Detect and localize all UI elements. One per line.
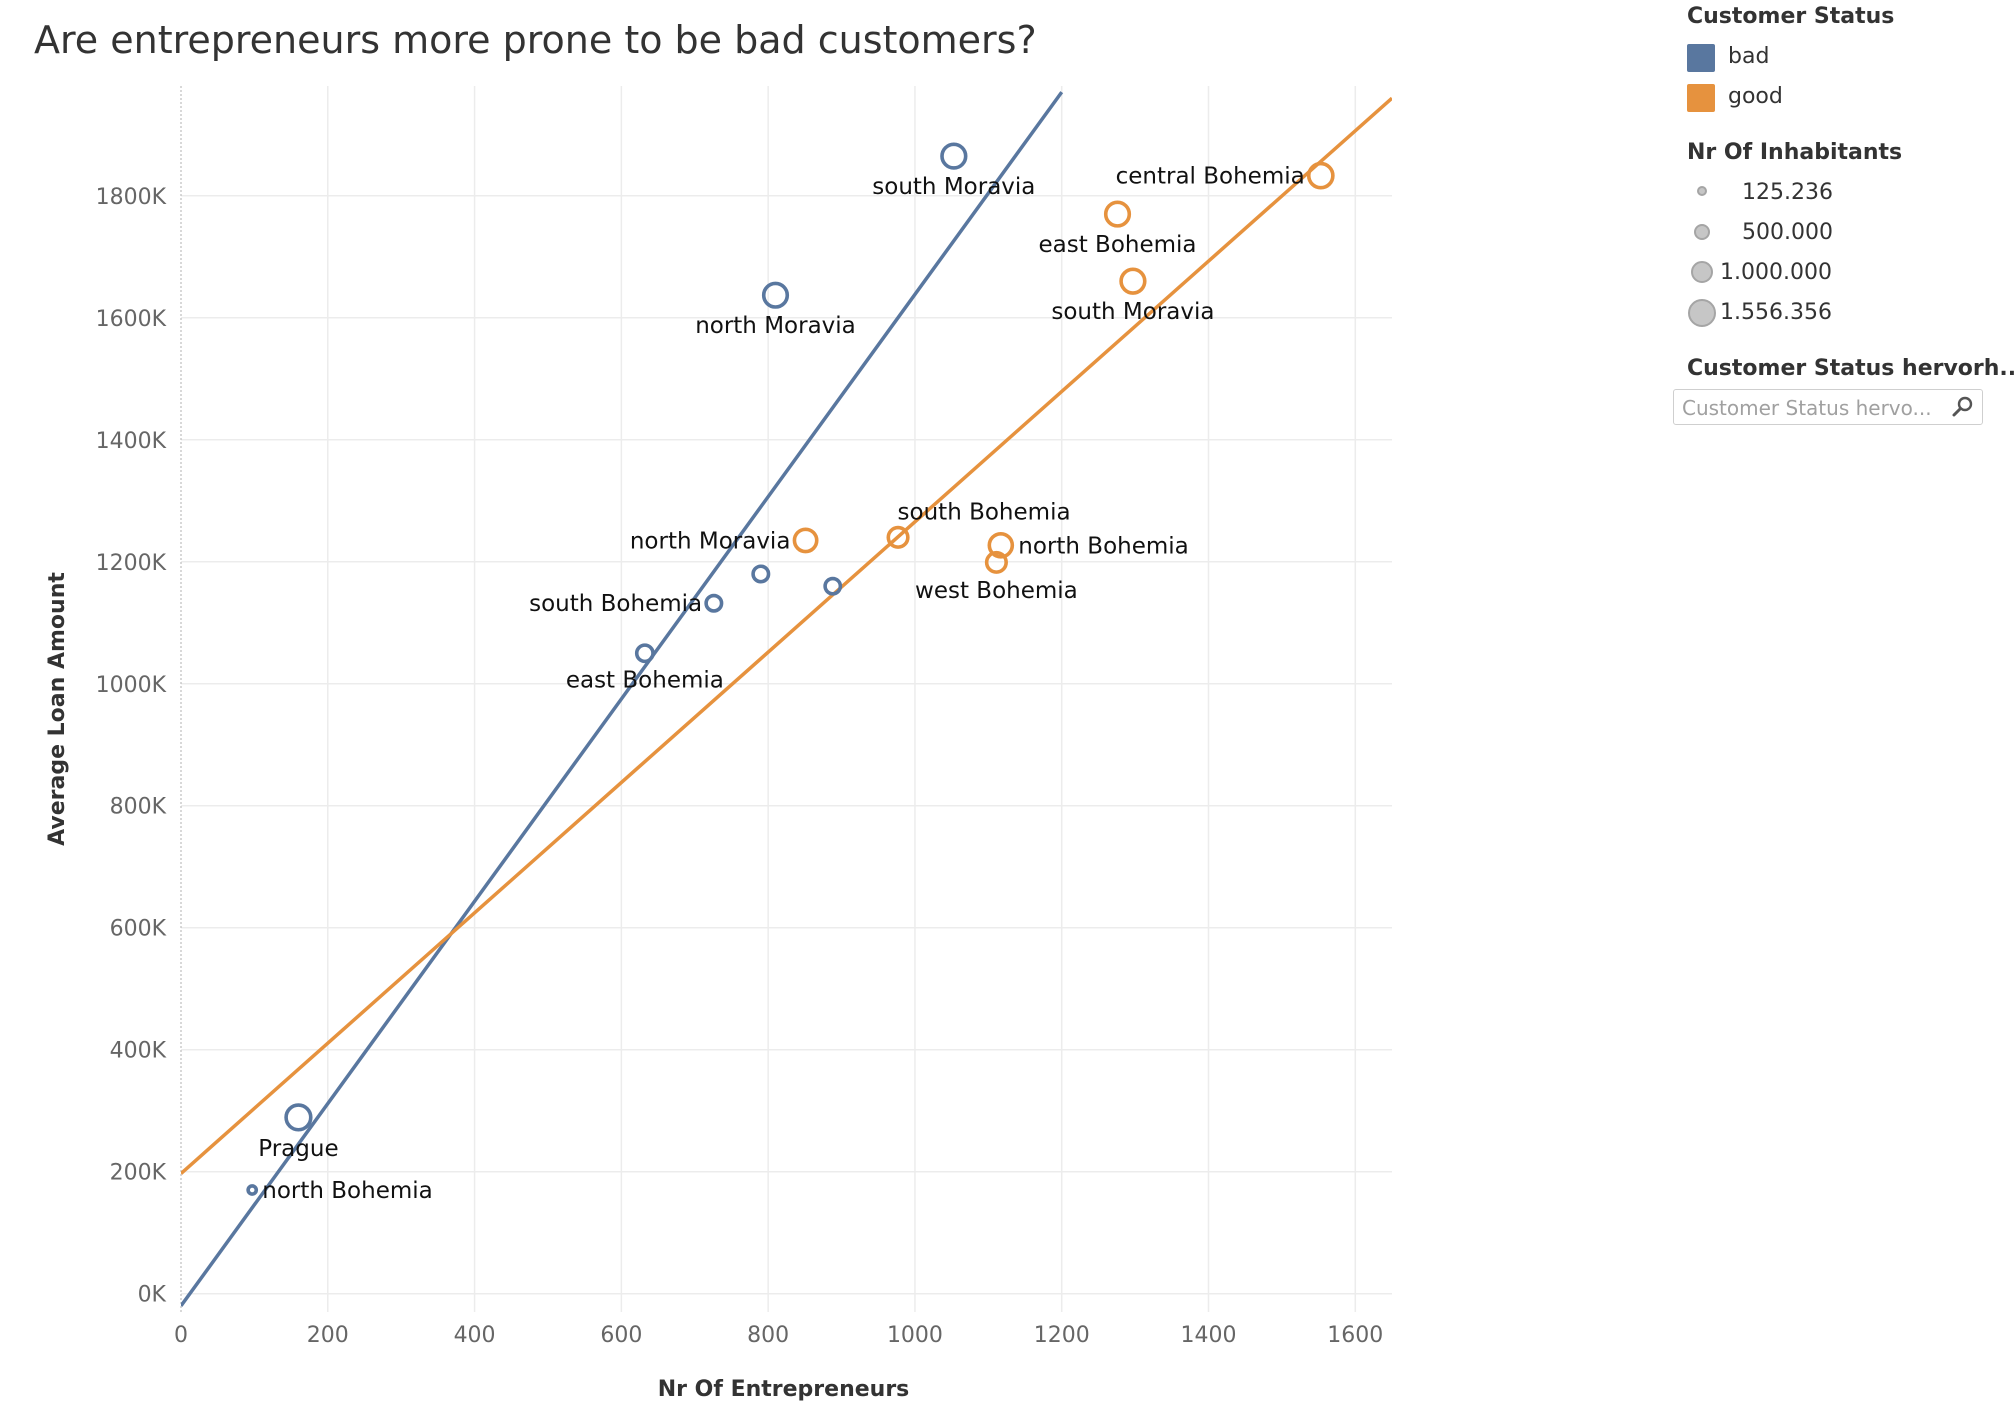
x-tick-label: 0 — [174, 1323, 188, 1348]
y-tick-label: 600K — [110, 917, 167, 942]
scatter-chart[interactable]: 0 200 400 600 800 1000 1200 1400 1600 0K 200K 400K 6… — [0, 0, 1660, 1416]
point-label: north Bohemia — [262, 1178, 432, 1204]
trend-line-bad[interactable] — [181, 91, 1064, 1307]
size-legend-label-3: 1.000.000 — [1720, 260, 1832, 285]
search-icon[interactable] — [1950, 394, 1976, 420]
data-point-bad[interactable] — [704, 593, 724, 613]
y-tick-label: 1600K — [96, 307, 167, 332]
y-tick-label: 800K — [110, 795, 167, 820]
size-legend-label-4: 1.556.356 — [1720, 300, 1832, 325]
legend-swatch-bad — [1687, 44, 1715, 72]
y-tick-label: 1000K — [96, 673, 167, 698]
x-tick-label: 400 — [454, 1323, 496, 1348]
legend-label-good: good — [1728, 84, 1783, 109]
data-point-bad[interactable] — [751, 564, 771, 584]
data-point-good[interactable] — [1119, 267, 1147, 295]
point-label: west Bohemia — [915, 578, 1078, 604]
size-legend-label-2: 500.000 — [1742, 220, 1833, 245]
data-point-good[interactable] — [987, 531, 1015, 559]
size-legend-dot-3 — [1691, 261, 1713, 283]
data-point-bad[interactable] — [634, 643, 655, 664]
x-tick-label: 1000 — [887, 1323, 943, 1348]
point-label: north Moravia — [630, 528, 791, 554]
legend-filter-title: Customer Status hervorh... — [1687, 356, 2014, 381]
chart-title: Are entrepreneurs more prone to be bad c… — [34, 18, 1037, 62]
x-tick-label: 1200 — [1034, 1323, 1090, 1348]
y-tick-label: 1200K — [96, 551, 167, 576]
data-point-bad[interactable] — [940, 142, 968, 170]
point-label: east Bohemia — [1038, 232, 1196, 258]
data-point-good[interactable] — [984, 550, 1008, 574]
size-legend-dot-1 — [1697, 186, 1707, 196]
legend-size-title: Nr Of Inhabitants — [1687, 140, 1903, 165]
y-tick-label: 1800K — [96, 185, 167, 210]
point-label: north Bohemia — [1018, 533, 1188, 559]
y-tick-label: 400K — [110, 1039, 167, 1064]
y-tick-label: 200K — [110, 1161, 167, 1186]
point-label: central Bohemia — [1116, 164, 1305, 190]
status-highlight-input[interactable]: Customer Status hervo... — [1682, 396, 1932, 420]
point-label: north Moravia — [695, 313, 856, 339]
legend-label-bad: bad — [1728, 44, 1770, 69]
point-label: south Moravia — [1051, 299, 1214, 325]
y-axis-title: Average Loan Amount — [45, 572, 70, 846]
x-tick-label: 1600 — [1327, 1323, 1383, 1348]
x-tick-label: 1400 — [1181, 1323, 1237, 1348]
y-tick-label: 0K — [138, 1283, 167, 1308]
legend-swatch-good — [1687, 84, 1715, 112]
point-label: south Bohemia — [529, 591, 702, 617]
data-point-good[interactable] — [1103, 200, 1132, 228]
point-label: Prague — [258, 1136, 338, 1162]
point-label: south Moravia — [872, 174, 1035, 200]
legend-status-title: Customer Status — [1687, 4, 1895, 29]
data-point-good[interactable] — [886, 525, 910, 549]
data-point-bad[interactable] — [823, 576, 843, 596]
size-legend-label-1: 125.236 — [1742, 180, 1833, 205]
data-point-good[interactable] — [792, 527, 819, 554]
x-tick-label: 600 — [600, 1323, 642, 1348]
data-point-good[interactable] — [1306, 161, 1335, 190]
data-point-bad[interactable] — [284, 1103, 313, 1132]
x-axis-title: Nr Of Entrepreneurs — [658, 1377, 910, 1402]
size-legend-dot-2 — [1694, 224, 1710, 240]
data-point-bad[interactable] — [761, 281, 790, 309]
point-label: south Bohemia — [898, 499, 1071, 525]
point-label: east Bohemia — [566, 667, 724, 693]
trend-line-good[interactable] — [181, 96, 1392, 1175]
x-tick-label: 200 — [307, 1323, 349, 1348]
x-tick-label: 800 — [747, 1323, 789, 1348]
size-legend-dot-4 — [1688, 299, 1716, 327]
status-highlight-search[interactable]: Customer Status hervo... — [1673, 389, 1983, 425]
y-tick-label: 1400K — [96, 429, 167, 454]
data-point-bad[interactable] — [246, 1184, 259, 1196]
